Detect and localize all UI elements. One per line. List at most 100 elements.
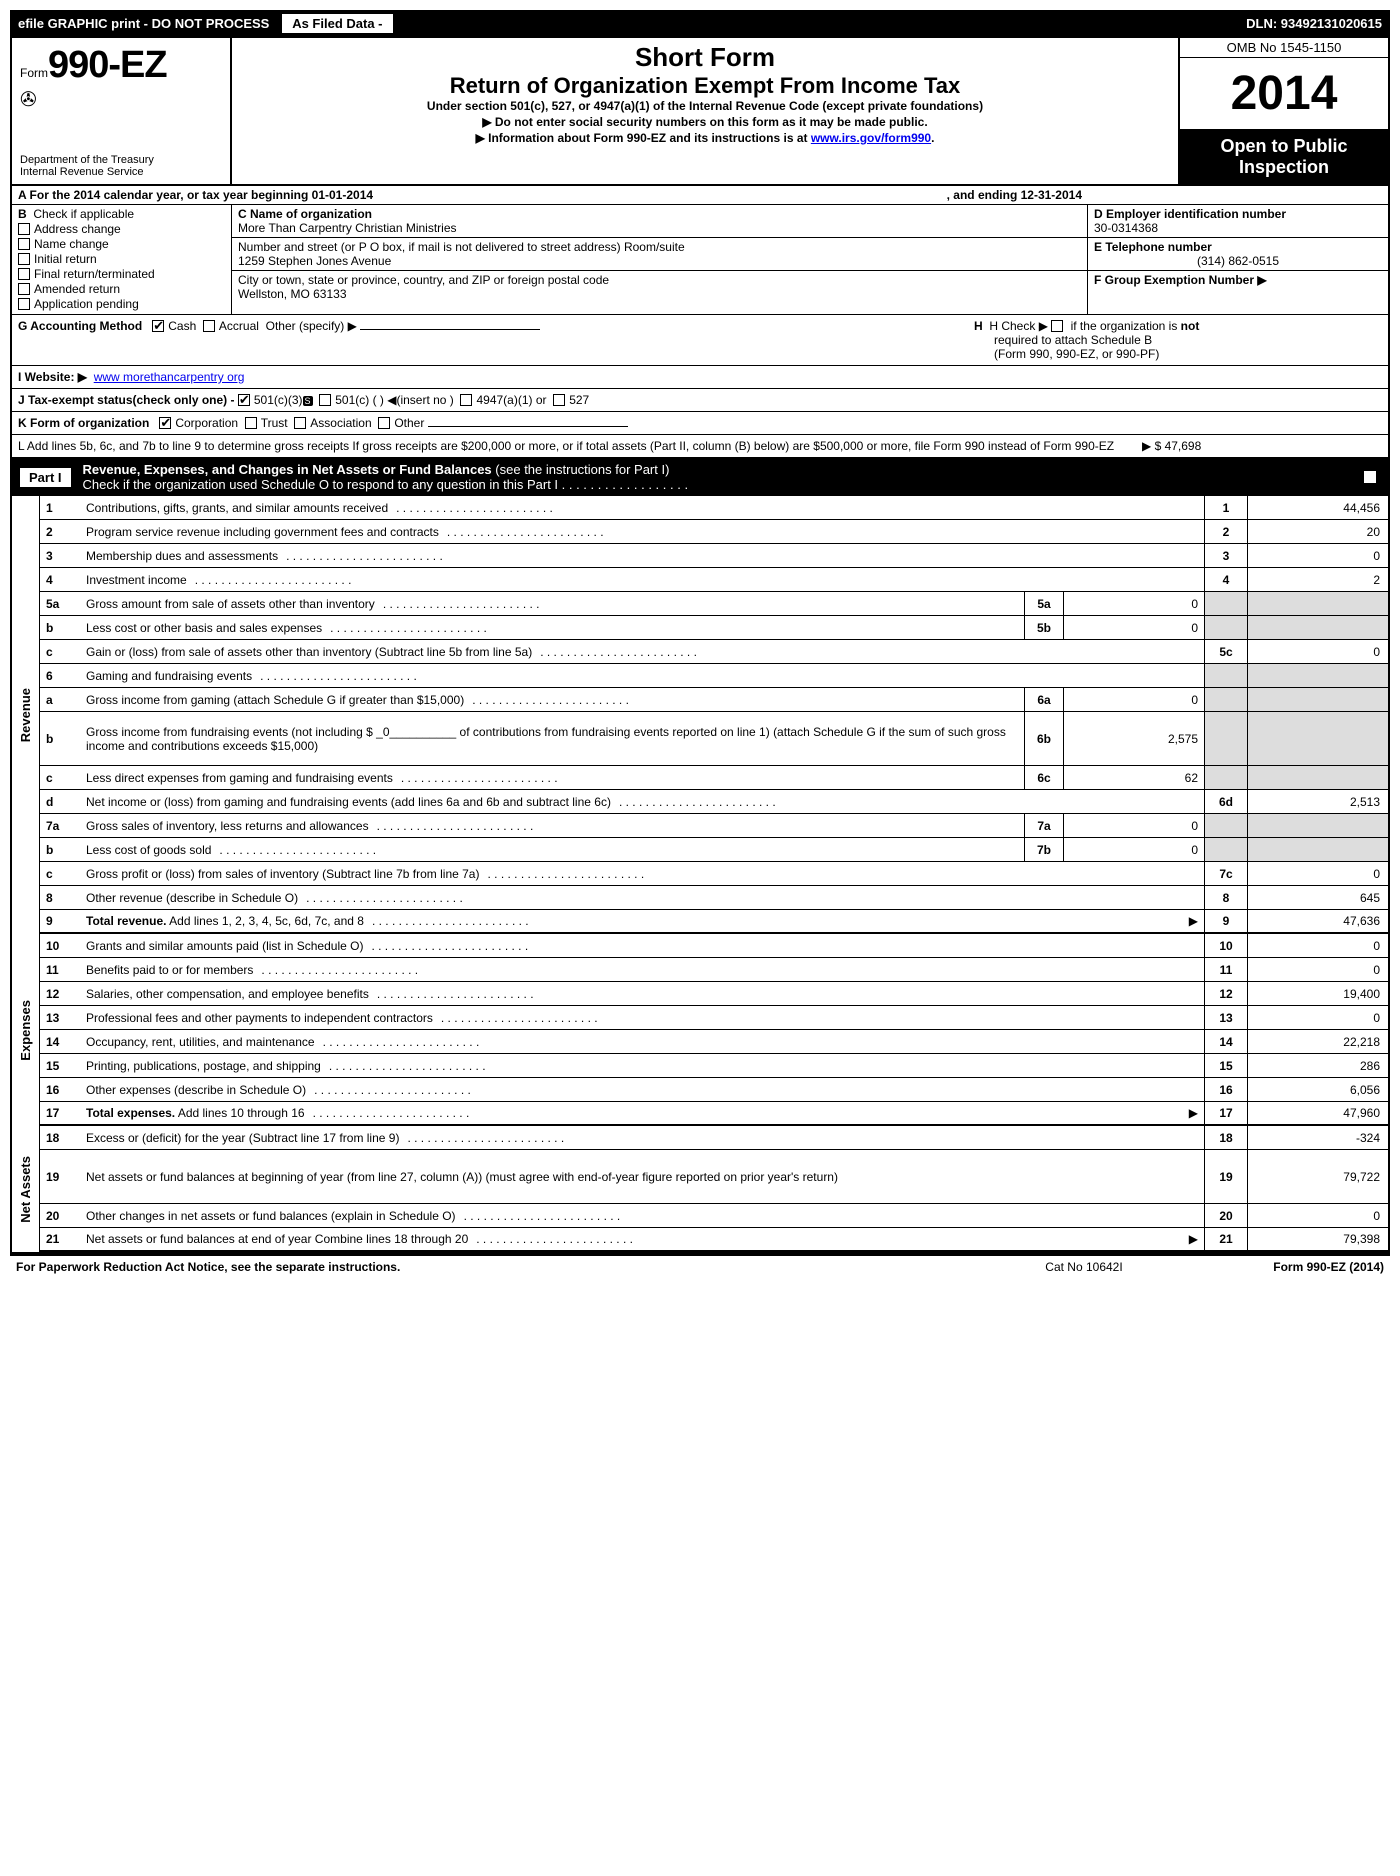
city-label: City or town, state or province, country… <box>238 273 1081 287</box>
chk-assoc[interactable] <box>294 417 306 429</box>
short-form: Short Form <box>242 42 1168 73</box>
chk-corp[interactable] <box>159 417 171 429</box>
j-label: J Tax-exempt status(check only one) - <box>18 393 238 407</box>
line-number: 16 <box>40 1078 80 1101</box>
d-label: D Employer identification number <box>1094 207 1382 221</box>
row-a-ending: , and ending 12-31-2014 <box>947 188 1082 202</box>
row-k: K Form of organization Corporation Trust… <box>12 412 1388 435</box>
right-line-value <box>1248 712 1388 765</box>
sub-line-value: 2,575 <box>1064 712 1204 765</box>
line-description: Less cost of goods sold . . . . . . . . … <box>80 838 1024 861</box>
form-number: 990-EZ <box>48 44 167 86</box>
section-bcd: B Check if applicable Address change Nam… <box>12 205 1388 315</box>
right-line-value: 0 <box>1248 1006 1388 1029</box>
line-description: Benefits paid to or for members . . . . … <box>80 958 1204 981</box>
h-not: not <box>1181 319 1200 333</box>
line-number: 9 <box>40 910 80 932</box>
netassets-label: Net Assets <box>12 1126 40 1252</box>
chk-accrual[interactable] <box>203 320 215 332</box>
chk-name[interactable]: Name change <box>18 237 225 251</box>
c-label: C Name of organization <box>238 207 1081 221</box>
line-description: Other revenue (describe in Schedule O) .… <box>80 886 1204 909</box>
efile-text: efile GRAPHIC print - DO NOT PROCESS <box>18 16 269 31</box>
phone: (314) 862-0515 <box>1094 254 1382 268</box>
sub-line-value: 0 <box>1064 616 1204 639</box>
part1-check: Check if the organization used Schedule … <box>83 477 689 492</box>
irs-link[interactable]: www.irs.gov/form990 <box>811 131 931 145</box>
part1-chk[interactable] <box>1364 471 1376 483</box>
table-row: 15Printing, publications, postage, and s… <box>40 1054 1388 1078</box>
chk-final[interactable]: Final return/terminated <box>18 267 225 281</box>
chk-501c[interactable] <box>319 394 331 406</box>
line-description: Net assets or fund balances at beginning… <box>80 1150 1204 1203</box>
chk-cash[interactable] <box>152 320 164 332</box>
sub-line-number: 5b <box>1024 616 1064 639</box>
table-row: 9Total revenue. Add lines 1, 2, 3, 4, 5c… <box>40 910 1388 934</box>
table-row: 6Gaming and fundraising events . . . . .… <box>40 664 1388 688</box>
table-row: 5aGross amount from sale of assets other… <box>40 592 1388 616</box>
table-row: 13Professional fees and other payments t… <box>40 1006 1388 1030</box>
return-title: Return of Organization Exempt From Incom… <box>242 73 1168 99</box>
row-l: L Add lines 5b, 6c, and 7b to line 9 to … <box>12 435 1388 458</box>
right-line-number <box>1204 712 1248 765</box>
table-row: bLess cost of goods sold . . . . . . . .… <box>40 838 1388 862</box>
street: 1259 Stephen Jones Avenue <box>238 254 1081 268</box>
line-number: c <box>40 862 80 885</box>
line-number: b <box>40 616 80 639</box>
chk-4947[interactable] <box>460 394 472 406</box>
table-row: bGross income from fundraising events (n… <box>40 712 1388 766</box>
i-label: I Website: ▶ <box>18 370 87 384</box>
h-line2: required to attach Schedule B <box>974 333 1382 347</box>
right-line-value: 6,056 <box>1248 1078 1388 1101</box>
l-amount: ▶ $ 47,698 <box>1142 439 1382 453</box>
right-line-number: 12 <box>1204 982 1248 1005</box>
form-header: Form990-EZ ✇ Department of the Treasury … <box>12 38 1388 186</box>
right-line-number <box>1204 592 1248 615</box>
table-row: dNet income or (loss) from gaming and fu… <box>40 790 1388 814</box>
revenue-label: Revenue <box>12 496 40 934</box>
under-section: Under section 501(c), 527, or 4947(a)(1)… <box>242 99 1168 113</box>
right-line-number: 7c <box>1204 862 1248 885</box>
table-row: 19Net assets or fund balances at beginni… <box>40 1150 1388 1204</box>
right-line-value: -324 <box>1248 1126 1388 1149</box>
part1-title: Revenue, Expenses, and Changes in Net As… <box>83 462 492 477</box>
line-description: Program service revenue including govern… <box>80 520 1204 543</box>
line-number: 13 <box>40 1006 80 1029</box>
website-link[interactable]: www morethancarpentry org <box>94 370 245 384</box>
chk-other[interactable] <box>378 417 390 429</box>
h-post: if the organization is <box>1067 319 1180 333</box>
as-filed: As Filed Data - <box>280 12 394 35</box>
b-title: Check if applicable <box>33 207 134 221</box>
line-description: Gross income from fundraising events (no… <box>80 712 1024 765</box>
part1-sub: (see the instructions for Part I) <box>495 462 669 477</box>
line-description: Salaries, other compensation, and employ… <box>80 982 1204 1005</box>
f-label: F Group Exemption Number ▶ <box>1094 273 1382 287</box>
chk-amended[interactable]: Amended return <box>18 282 225 296</box>
chk-527[interactable] <box>553 394 565 406</box>
netassets-section: 18Excess or (deficit) for the year (Subt… <box>40 1126 1388 1252</box>
line-description: Total revenue. Add lines 1, 2, 3, 4, 5c,… <box>80 910 1204 932</box>
right-line-number <box>1204 616 1248 639</box>
dept-treasury: Department of the Treasury <box>20 154 222 166</box>
right-line-value: 79,722 <box>1248 1150 1388 1203</box>
right-line-value <box>1248 592 1388 615</box>
tax-year: 2014 <box>1180 58 1388 130</box>
chk-501c3[interactable] <box>238 394 250 406</box>
chk-initial[interactable]: Initial return <box>18 252 225 266</box>
chk-pending[interactable]: Application pending <box>18 297 225 311</box>
right-line-number: 13 <box>1204 1006 1248 1029</box>
form-prefix: Form <box>20 66 48 80</box>
right-line-value <box>1248 688 1388 711</box>
right-line-number: 19 <box>1204 1150 1248 1203</box>
line-number: 14 <box>40 1030 80 1053</box>
expenses-label: Expenses <box>12 934 40 1126</box>
right-line-number: 2 <box>1204 520 1248 543</box>
line-number: 7a <box>40 814 80 837</box>
g-label: G Accounting Method <box>18 319 142 333</box>
chk-trust[interactable] <box>245 417 257 429</box>
line-description: Gain or (loss) from sale of assets other… <box>80 640 1204 663</box>
chk-address[interactable]: Address change <box>18 222 225 236</box>
line-description: Gross amount from sale of assets other t… <box>80 592 1024 615</box>
right-line-number: 14 <box>1204 1030 1248 1053</box>
chk-h[interactable] <box>1051 320 1063 332</box>
